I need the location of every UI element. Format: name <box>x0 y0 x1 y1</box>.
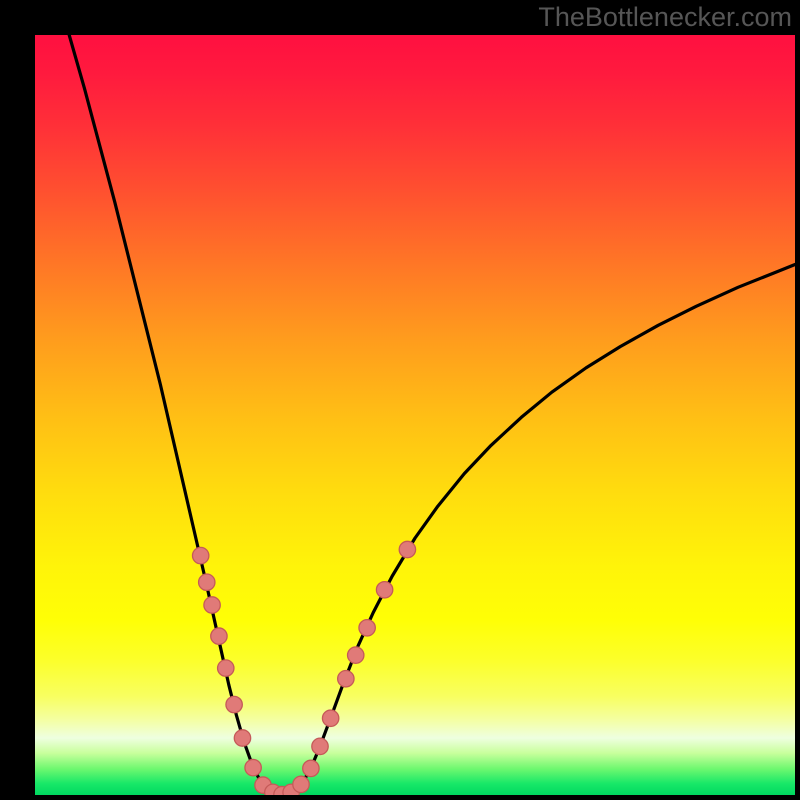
data-marker <box>312 738 328 754</box>
data-marker <box>245 759 261 775</box>
data-marker <box>218 660 234 676</box>
data-marker <box>322 710 338 726</box>
data-marker <box>199 574 215 590</box>
data-marker <box>234 730 250 746</box>
data-marker <box>192 547 208 563</box>
chart-plot-area <box>35 35 795 795</box>
data-marker <box>376 582 392 598</box>
data-marker <box>399 541 415 557</box>
data-marker <box>204 597 220 613</box>
data-marker <box>293 776 309 792</box>
data-marker <box>226 696 242 712</box>
data-marker <box>338 671 354 687</box>
chart-svg <box>35 35 795 795</box>
data-marker <box>348 647 364 663</box>
data-marker <box>359 620 375 636</box>
data-marker <box>303 760 319 776</box>
gradient-background <box>35 35 795 795</box>
watermark-text: TheBottlenecker.com <box>538 2 792 33</box>
data-marker <box>211 628 227 644</box>
